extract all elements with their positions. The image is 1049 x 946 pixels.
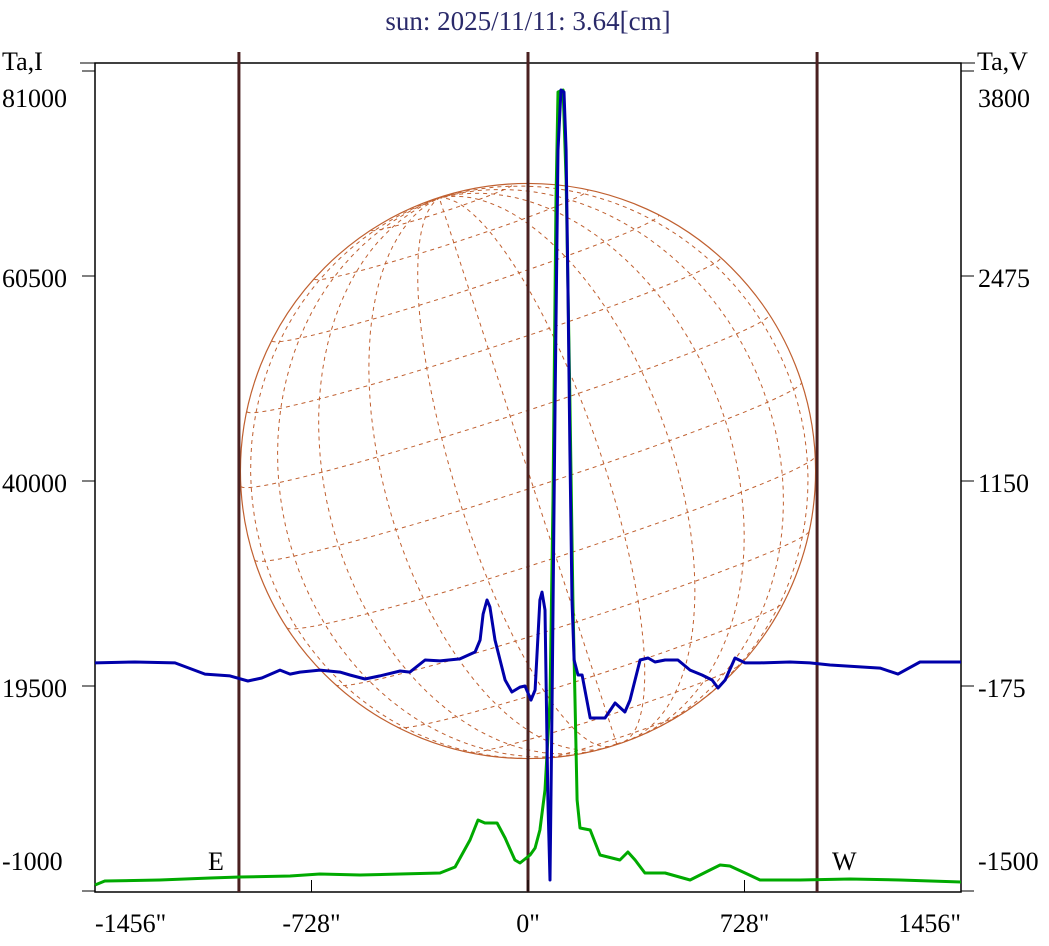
parallel-line <box>254 382 803 562</box>
left-axis-label: Ta,I <box>2 47 43 76</box>
right-axis-label: Ta,V <box>977 47 1028 76</box>
x-tick-label: -1456" <box>95 909 166 938</box>
right-tick-label: -175 <box>978 674 1026 703</box>
x-tick-label: 728" <box>720 909 770 938</box>
east-label: E <box>208 847 224 876</box>
x-tick-label: 0" <box>516 909 540 938</box>
meridian-line <box>439 192 745 745</box>
west-label: W <box>832 847 857 876</box>
parallel-line <box>240 314 770 489</box>
right-tick-label: 3800 <box>978 84 1030 113</box>
parallel-line <box>542 711 685 759</box>
meridian-line <box>439 189 784 745</box>
parallel-line <box>286 455 816 630</box>
parallel-line <box>371 184 514 232</box>
chart-title: sun: 2025/11/11: 3.64[cm] <box>385 6 670 36</box>
left-tick-label: 60500 <box>2 264 67 293</box>
parallel-line <box>271 215 660 343</box>
right-tick-label: 1150 <box>978 469 1029 498</box>
meridian-line <box>318 197 617 755</box>
x-tick-label: -728" <box>282 909 340 938</box>
meridian-line <box>417 197 617 748</box>
heliographic-grid <box>240 184 816 759</box>
left-tick-label: 19500 <box>2 674 67 703</box>
x-tick-label: 1456" <box>898 909 961 938</box>
left-tick-label: 40000 <box>2 469 67 498</box>
parallel-line <box>314 190 589 281</box>
right-tick-label: -1500 <box>978 847 1039 876</box>
parallel-line <box>246 257 721 414</box>
meridian-line <box>439 195 696 745</box>
series-V-line <box>94 88 961 882</box>
left-tick-label: -1000 <box>2 847 63 876</box>
meridian-line <box>439 185 809 745</box>
left-tick-label: 81000 <box>2 84 67 113</box>
parallel-line <box>335 530 810 687</box>
right-tick-label: 2475 <box>978 264 1030 293</box>
